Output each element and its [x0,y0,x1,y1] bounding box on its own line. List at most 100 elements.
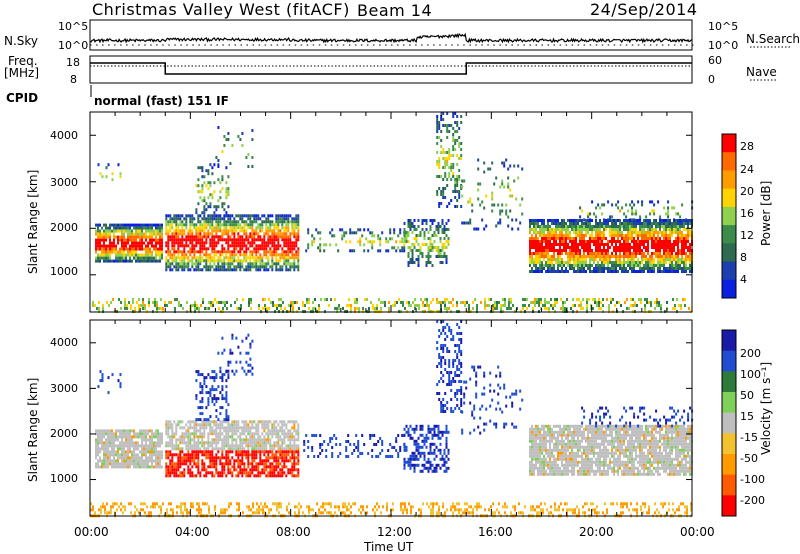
power-cell [124,298,126,301]
power-cell [169,268,172,272]
power-cell [629,258,631,261]
velocity-cell [229,423,232,427]
power-cell [211,256,214,260]
velocity-cell [123,462,125,466]
velocity-cell [107,453,109,457]
power-cell [639,252,641,255]
velocity-cell [259,459,262,463]
velocity-cell [221,471,224,475]
power-cell [119,259,121,263]
velocity-cell [185,444,188,448]
power-cell [580,301,582,304]
power-cell [267,229,270,233]
power-cell [567,243,569,246]
velocity-cell [129,435,131,439]
power-cell [545,243,547,246]
power-cell [549,240,551,243]
power-cell [681,234,683,237]
velocity-cell [175,471,178,475]
power-cell [125,253,127,257]
power-cell [151,226,153,230]
power-cell [189,253,192,257]
velocity-cell [119,429,121,433]
power-cell [291,244,294,248]
power-cell [257,226,260,230]
power-cell [546,307,548,310]
power-cell [683,237,685,240]
velocity-cell [203,426,206,430]
power-cell [105,256,107,260]
velocity-cell [111,435,113,439]
power-cell [179,265,182,269]
power-cell [446,298,448,301]
power-cell [539,258,541,261]
power-cell [545,228,547,231]
power-cell [370,301,372,304]
velocity-cell [145,444,147,448]
power-cell [519,221,522,225]
power-cell [378,298,380,301]
power-cell [633,252,635,255]
velocity-cell [251,441,254,445]
power-cell [505,212,508,216]
velocity-cell [145,435,147,439]
power-cell [173,253,176,257]
power-cell [257,259,260,263]
power-cell [399,228,402,232]
power-cell [623,261,625,264]
power-cell [99,253,101,257]
power-cell [533,252,535,255]
power-cell [161,223,163,227]
power-cell [557,261,559,264]
velocity-cell [251,459,254,463]
power-cell [589,270,591,273]
power-cell [665,255,667,258]
power-cell [115,229,117,233]
power-cell [283,214,286,218]
power-cell [611,215,614,219]
power-cell [651,228,653,231]
velocity-cell [205,453,208,457]
power-cell [469,218,472,222]
power-cell [372,304,374,307]
power-cell [561,252,563,255]
power-cell [589,222,591,225]
velocity-cell [201,462,204,466]
velocity-cell [197,435,200,439]
velocity-cell [249,474,252,478]
power-cell [456,130,459,133]
power-cell [619,225,621,228]
power-cell [537,261,539,264]
power-cell [454,130,457,133]
power-cell [259,256,262,260]
velocity-cell [259,462,262,466]
velocity-cell [239,438,242,442]
power-cell [157,229,159,233]
power-cell [405,237,408,240]
power-cell [613,219,615,222]
power-cell [655,228,657,231]
power-cell [211,172,214,176]
power-cell [235,229,238,233]
power-cell [570,307,572,310]
power-cell [675,219,677,222]
power-cell [342,307,344,310]
power-cell [165,229,168,233]
velocity-cell [109,441,111,445]
power-cell [575,219,577,222]
power-cell [198,307,200,310]
power-cell [671,267,673,270]
power-cell [603,267,605,270]
velocity-cell [109,453,111,457]
velocity-cell [211,438,214,442]
velocity-cell [105,438,107,442]
power-cell [547,270,549,273]
power-cell [555,240,557,243]
power-cell [403,234,406,237]
velocity-cell [255,453,258,457]
power-cell [444,163,447,166]
power-cell [350,304,352,307]
power-cell [456,115,459,118]
power-cell [219,265,222,269]
power-cell [452,136,455,139]
